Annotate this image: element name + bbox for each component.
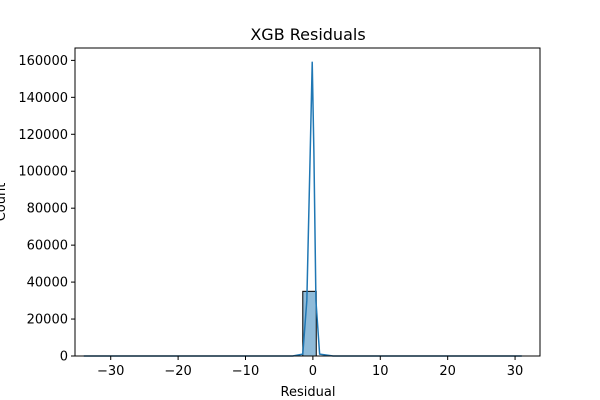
- y-tick-label: 120000: [18, 128, 68, 143]
- y-tick-label: 100000: [18, 165, 68, 180]
- y-tick-label: 140000: [18, 91, 68, 106]
- x-axis-ticks: −30 −20 −10 0 10 20 30: [97, 356, 523, 379]
- y-tick-label: 60000: [27, 239, 68, 254]
- y-tick-label: 40000: [27, 276, 68, 291]
- x-tick-label: 0: [309, 364, 317, 379]
- x-tick-label: 10: [372, 364, 389, 379]
- x-tick-label: −10: [232, 364, 259, 379]
- x-axis-label: Residual: [281, 385, 336, 400]
- x-tick-label: 20: [439, 364, 456, 379]
- y-tick-label: 0: [60, 350, 68, 365]
- chart-title: XGB Residuals: [250, 25, 365, 44]
- y-tick-label: 20000: [27, 313, 68, 328]
- axes-frame: [74, 47, 541, 357]
- y-tick-label: 160000: [18, 54, 68, 69]
- y-tick-label: 80000: [27, 202, 68, 217]
- x-tick-label: 30: [507, 364, 524, 379]
- x-tick-label: −30: [97, 364, 124, 379]
- x-tick-label: −20: [164, 364, 191, 379]
- y-axis-ticks: 0 20000 40000 60000 80000 100000 120000 140000 1…: [18, 54, 75, 365]
- y-axis-label: Count: [0, 183, 9, 222]
